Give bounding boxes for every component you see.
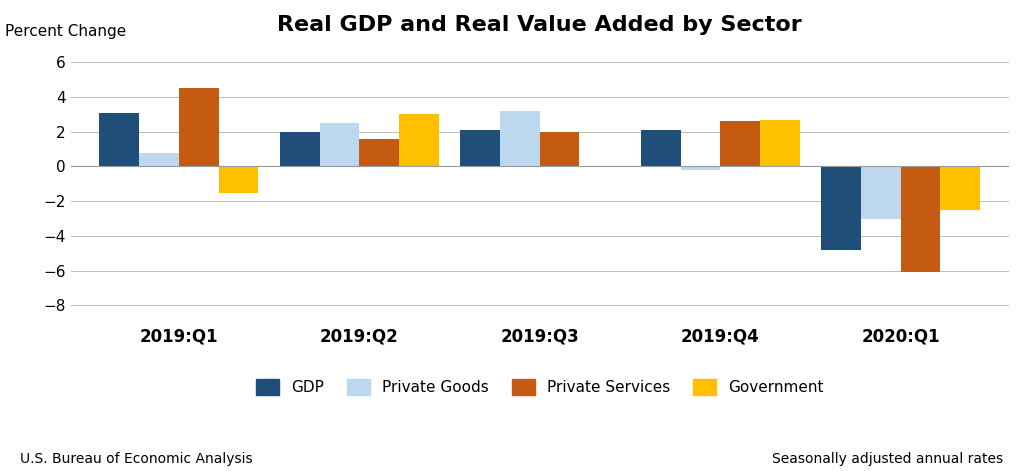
Legend: GDP, Private Goods, Private Services, Government: GDP, Private Goods, Private Services, Go…: [251, 375, 828, 400]
Text: U.S. Bureau of Economic Analysis: U.S. Bureau of Economic Analysis: [20, 452, 253, 466]
Bar: [760, 120, 800, 166]
Bar: [461, 130, 500, 166]
Bar: [821, 166, 861, 250]
Text: Seasonally adjusted annual rates: Seasonally adjusted annual rates: [772, 452, 1004, 466]
Bar: [319, 123, 359, 166]
Bar: [139, 153, 179, 166]
Bar: [399, 114, 438, 166]
Bar: [99, 113, 139, 166]
Title: Real GDP and Real Value Added by Sector: Real GDP and Real Value Added by Sector: [278, 15, 802, 35]
Bar: [940, 166, 980, 210]
Bar: [280, 132, 319, 166]
Bar: [681, 166, 720, 170]
Bar: [218, 166, 258, 193]
Bar: [500, 111, 540, 166]
Bar: [901, 166, 940, 272]
Bar: [641, 130, 681, 166]
Bar: [179, 88, 218, 166]
Text: Percent Change: Percent Change: [5, 24, 126, 40]
Bar: [861, 166, 901, 219]
Bar: [359, 138, 399, 166]
Bar: [720, 122, 760, 166]
Bar: [540, 132, 580, 166]
